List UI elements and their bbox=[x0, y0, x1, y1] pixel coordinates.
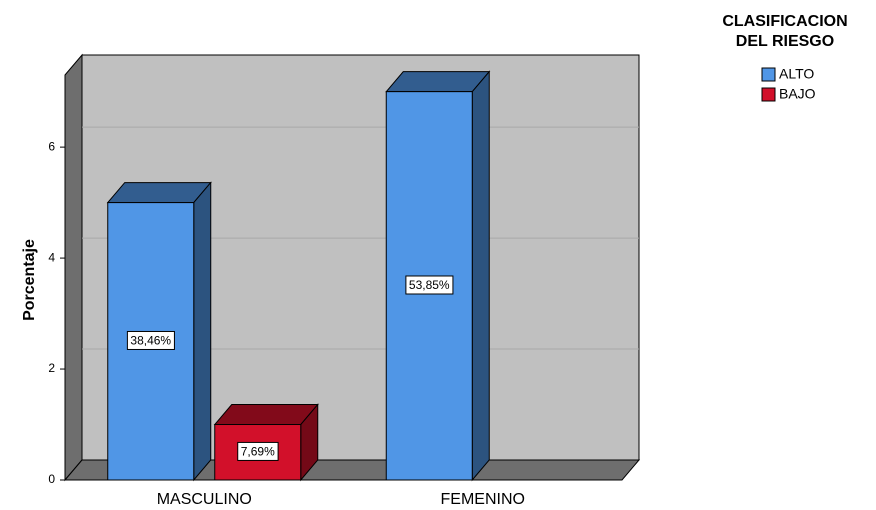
y-tick-label: 2 bbox=[48, 361, 55, 375]
x-tick-label: FEMENINO bbox=[441, 491, 525, 508]
bar-top bbox=[213, 404, 319, 426]
data-label-text: 7,69% bbox=[241, 444, 275, 458]
data-label-box bbox=[126, 330, 175, 350]
data-label: 53,85% bbox=[405, 275, 454, 295]
left-wall bbox=[64, 53, 83, 482]
y-tick-label: 0 bbox=[48, 472, 55, 486]
bar-top bbox=[106, 182, 212, 204]
legend-swatch bbox=[761, 87, 776, 102]
y-tick-label: 4 bbox=[48, 250, 55, 264]
y-axis-label: Porcentaje bbox=[21, 239, 38, 321]
data-label: 38,46% bbox=[126, 330, 175, 350]
bar-side bbox=[193, 181, 212, 482]
data-label-box bbox=[237, 441, 279, 461]
legend-label: ALTO bbox=[779, 66, 814, 82]
legend-title: CLASIFICACION bbox=[722, 13, 847, 30]
x-tick-label: MASCULINO bbox=[157, 491, 252, 508]
legend-swatch bbox=[761, 67, 776, 82]
bar bbox=[385, 70, 491, 482]
data-label-box bbox=[405, 275, 454, 295]
data-label-text: 38,46% bbox=[130, 333, 171, 347]
data-label-text: 53,85% bbox=[409, 278, 450, 292]
bar-side bbox=[471, 70, 490, 482]
legend-title: DEL RIESGO bbox=[736, 33, 834, 50]
data-label: 7,69% bbox=[237, 441, 279, 461]
y-tick-label: 6 bbox=[48, 139, 55, 153]
legend-label: BAJO bbox=[779, 86, 816, 102]
bar-top bbox=[385, 71, 491, 93]
